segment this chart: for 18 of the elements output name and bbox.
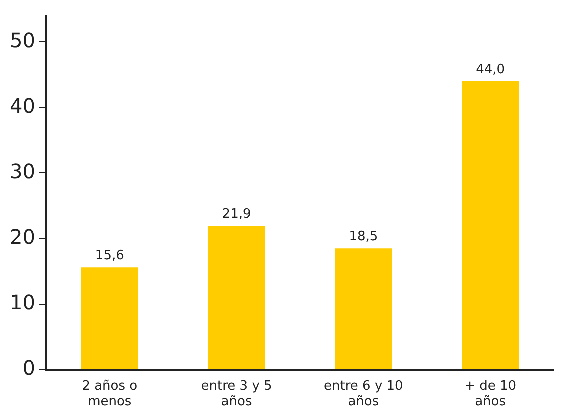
bar [208,226,266,370]
y-tick-label: 30 [10,159,36,184]
x-tick-label: entre 3 y 5 años [201,378,272,410]
bar [81,268,138,370]
y-tick-label: 10 [10,290,36,314]
y-tick-label: 40 [10,94,36,118]
x-tick-label: entre 6 y 10 años [324,378,404,410]
bar [335,248,392,370]
data-label: 18,5 [349,229,378,244]
x-tick-label: + de 10 años [464,378,517,410]
bar [462,82,520,370]
data-label: 44,0 [476,62,506,78]
y-tick-label: 50 [10,28,36,52]
y-tick-label: 20 [10,224,36,249]
y-tick-label: 0 [22,356,36,380]
data-label: 15,6 [95,248,124,264]
x-tick-label: 2 años o menos [82,378,138,410]
data-label: 21,9 [222,207,252,222]
